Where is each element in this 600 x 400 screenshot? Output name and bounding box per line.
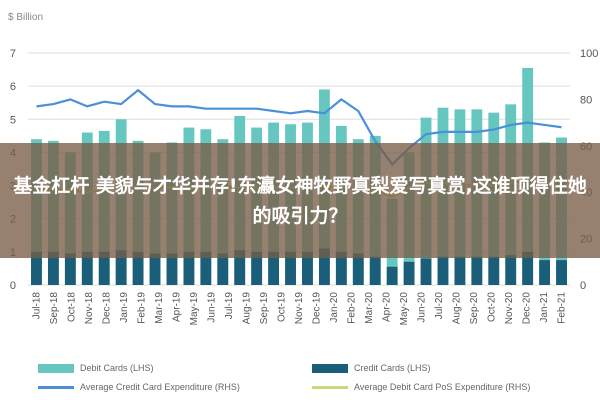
bar-credit-cards	[403, 261, 415, 285]
bar-credit-cards	[420, 258, 432, 285]
x-tick-label: Jul-19	[224, 292, 235, 320]
left-tick-label: 5	[10, 114, 16, 126]
bar-credit-cards	[488, 256, 500, 285]
bar-credit-cards	[505, 255, 517, 285]
credit-card-bars	[31, 248, 567, 285]
bar-credit-cards	[369, 256, 381, 285]
x-tick-label: Sep-18	[49, 292, 60, 325]
x-tick-label: Nov-19	[294, 292, 305, 325]
bar-credit-cards	[251, 251, 263, 285]
bar-credit-cards	[166, 253, 178, 285]
bar-credit-cards	[149, 253, 161, 285]
x-tick-label: Mar-19	[154, 292, 165, 324]
bar-credit-cards	[539, 260, 551, 285]
x-tick-label: Feb-21	[556, 292, 567, 324]
bar-credit-cards	[318, 248, 330, 285]
x-tick-label: Mar-20	[364, 292, 375, 324]
x-tick-label: Jan-21	[539, 292, 550, 323]
legend-swatch-avg-debit	[312, 385, 348, 389]
legend-item-debit-cards: Debit Cards (LHS)	[38, 363, 154, 373]
bar-credit-cards	[132, 251, 144, 285]
bar-credit-cards	[352, 253, 364, 285]
bar-credit-cards	[217, 253, 229, 285]
legend-label-avg-debit: Average Debit Card PoS Expenditure (RHS)	[354, 382, 531, 392]
bar-credit-cards	[47, 251, 59, 285]
bar-credit-cards	[454, 256, 466, 285]
x-tick-label: May-19	[189, 292, 200, 326]
bar-credit-cards	[234, 250, 246, 285]
bar-credit-cards	[285, 251, 296, 285]
bar-credit-cards	[183, 251, 195, 285]
x-tick-label: Jun-20	[416, 292, 427, 323]
bar-credit-cards	[64, 253, 76, 285]
x-tick-label: May-20	[399, 292, 410, 326]
bar-credit-cards	[437, 256, 449, 285]
legend-swatch-debit	[38, 363, 74, 373]
left-tick-label: 6	[10, 81, 16, 93]
right-tick-label: 0	[580, 280, 586, 292]
title-overlay-banner[interactable]: 基金杠杆 美貌与才华并存!东瀛女神牧野真梨爱写真赏,这谁顶得住她的吸引力？	[0, 143, 600, 258]
x-tick-label: Nov-18	[84, 292, 95, 325]
legend-label-debit: Debit Cards (LHS)	[80, 363, 154, 373]
bar-credit-cards	[31, 251, 42, 285]
x-tick-label: Oct-18	[67, 292, 78, 322]
bar-credit-cards	[98, 251, 110, 285]
x-tick-label: Jul-20	[434, 292, 445, 320]
bar-credit-cards	[115, 250, 127, 285]
right-tick-label: 100	[580, 48, 598, 60]
chart-legend: Debit Cards (LHS) Credit Cards (LHS) Ave…	[0, 355, 600, 400]
x-tick-label: Aug-19	[242, 292, 253, 325]
x-tick-label: Feb-20	[346, 292, 357, 324]
x-tick-label: Apr-20	[381, 292, 392, 322]
x-tick-label: Aug-20	[451, 292, 462, 325]
bar-credit-cards	[386, 266, 398, 285]
x-tick-label: Nov-20	[504, 292, 515, 325]
bar-credit-cards	[335, 251, 347, 285]
overlay-headline[interactable]: 基金杠杆 美貌与才华并存!东瀛女神牧野真梨爱写真赏,这谁顶得住她的吸引力？	[13, 174, 587, 227]
right-tick-label: 80	[580, 94, 592, 106]
left-tick-label: 0	[10, 280, 16, 292]
x-tick-label: Sep-19	[259, 292, 270, 325]
bar-credit-cards	[522, 251, 534, 285]
line-avg-credit-card-expenditure	[36, 89, 562, 166]
legend-item-avg-debit-pos-expenditure: Average Debit Card PoS Expenditure (RHS)	[312, 382, 530, 392]
legend-label-credit: Credit Cards (LHS)	[354, 363, 431, 373]
legend-swatch-credit	[312, 363, 348, 373]
bar-credit-cards	[268, 251, 280, 285]
x-tick-label: Apr-19	[172, 292, 183, 322]
x-axis-ticks: Jul-18 Sep-18 Oct-18 Nov-18 Dec-18 Jan-19 Feb-…	[32, 292, 568, 326]
x-tick-label: Sep-20	[469, 292, 480, 325]
x-tick-label: Dec-20	[521, 292, 532, 325]
bar-credit-cards	[81, 251, 93, 285]
bar-credit-cards	[556, 260, 567, 285]
legend-item-credit-cards: Credit Cards (LHS)	[312, 363, 431, 373]
x-tick-label: Jan-20	[329, 292, 340, 323]
x-tick-label: Oct-20	[486, 292, 497, 322]
legend-item-avg-credit-expenditure: Average Credit Card Expenditure (RHS)	[38, 382, 240, 392]
x-tick-label: Jun-19	[207, 292, 218, 323]
bar-credit-cards	[302, 251, 313, 285]
bar-credit-cards	[200, 251, 212, 285]
legend-label-avg-credit: Average Credit Card Expenditure (RHS)	[80, 382, 240, 392]
bar-credit-cards	[471, 256, 483, 285]
x-tick-label: Dec-18	[102, 292, 113, 325]
x-tick-label: Jan-19	[119, 292, 130, 323]
unit-label: $ Billion	[8, 12, 43, 23]
x-tick-label: Jul-18	[32, 292, 43, 320]
x-tick-label: Oct-19	[277, 292, 288, 322]
legend-swatch-avg-credit	[38, 385, 74, 389]
x-tick-label: Dec-19	[311, 292, 322, 325]
x-tick-label: Feb-19	[137, 292, 148, 324]
left-tick-label: 7	[10, 48, 16, 60]
